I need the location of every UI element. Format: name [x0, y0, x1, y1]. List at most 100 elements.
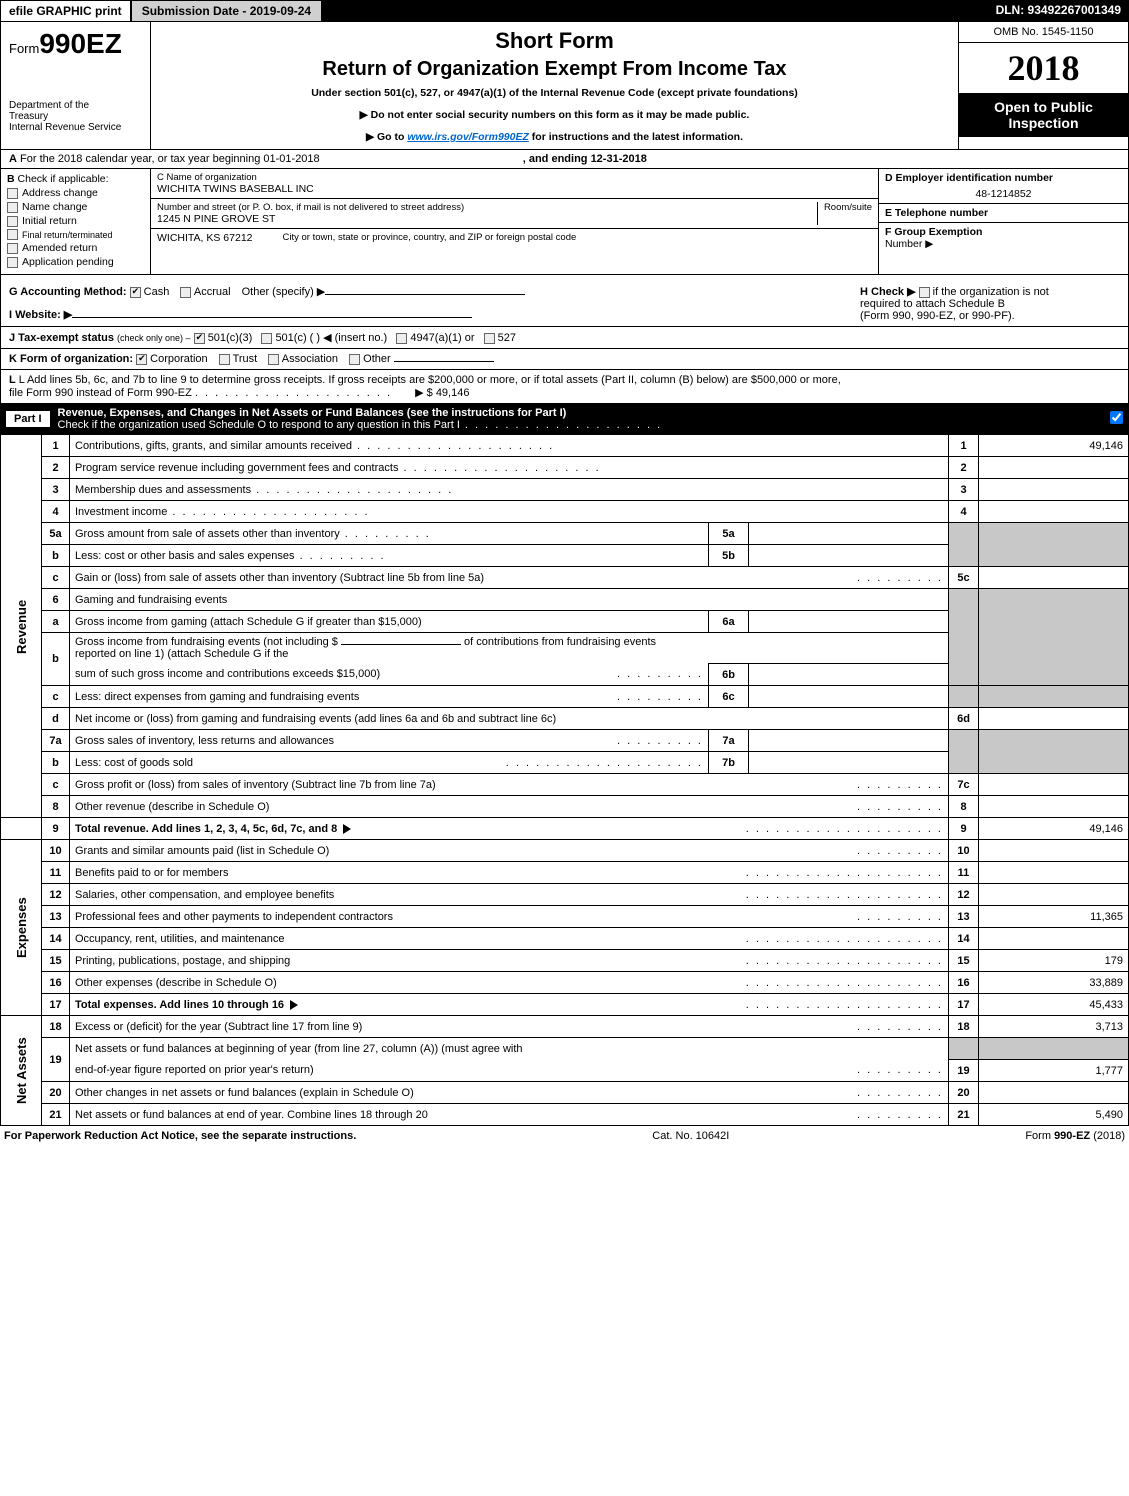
- line-6b-desc3: reported on line 1) (attach Schedule G i…: [75, 648, 288, 660]
- tax-year-begin: For the 2018 calendar year, or tax year …: [20, 153, 320, 165]
- goto-prefix: ▶ Go to: [366, 131, 407, 143]
- f-label: F Group Exemption: [885, 226, 1122, 238]
- line-18-desc: Excess or (deficit) for the year (Subtra…: [75, 1021, 362, 1033]
- line-3-rnum: 3: [949, 479, 979, 501]
- line-8-num: 8: [42, 796, 70, 818]
- label-pending: Application pending: [22, 256, 114, 268]
- line-10-val: [979, 840, 1129, 862]
- label-accrual: Accrual: [194, 286, 231, 298]
- line-2-desc: Program service revenue including govern…: [75, 462, 601, 474]
- line-7c-num: c: [42, 774, 70, 796]
- line-5c-rnum: 5c: [949, 567, 979, 589]
- line-4-rnum: 4: [949, 501, 979, 523]
- side-label-revenue: Revenue: [1, 435, 42, 818]
- label-b: B: [7, 173, 15, 185]
- line-6b-num: b: [42, 633, 70, 686]
- return-title: Return of Organization Exempt From Incom…: [161, 58, 948, 81]
- line-12-val: [979, 884, 1129, 906]
- checkbox-name-change[interactable]: [7, 202, 18, 213]
- line-15-num: 15: [42, 950, 70, 972]
- line-7a-subval: [749, 730, 949, 752]
- line-9-val: 49,146: [979, 818, 1129, 840]
- line-2-val: [979, 457, 1129, 479]
- line-7c-val: [979, 774, 1129, 796]
- dept-treasury-2: Treasury: [9, 111, 142, 122]
- tax-year-end: , and ending 12-31-2018: [523, 153, 647, 165]
- h-text1: if the organization is not: [933, 286, 1049, 298]
- line-6d-rnum: 6d: [949, 708, 979, 730]
- line-19-desc2: end-of-year figure reported on prior yea…: [75, 1064, 314, 1076]
- line-15-val: 179: [979, 950, 1129, 972]
- no-ssn-warning: ▶ Do not enter social security numbers o…: [161, 109, 948, 121]
- line-6-num: 6: [42, 589, 70, 611]
- under-section-text: Under section 501(c), 527, or 4947(a)(1)…: [161, 87, 948, 99]
- label-501c3: 501(c)(3): [208, 332, 253, 344]
- checkbox-527[interactable]: [484, 333, 495, 344]
- line-5c-num: c: [42, 567, 70, 589]
- checkbox-schedule-o[interactable]: [1110, 411, 1123, 424]
- line-3-val: [979, 479, 1129, 501]
- line-13-rnum: 13: [949, 906, 979, 928]
- irs-link[interactable]: www.irs.gov/Form990EZ: [407, 131, 529, 143]
- line-6b-sub: 6b: [709, 664, 749, 686]
- j-label: J Tax-exempt status: [9, 332, 114, 344]
- line-16-desc: Other expenses (describe in Schedule O): [75, 977, 277, 989]
- line-5b-num: b: [42, 545, 70, 567]
- footer-mid: Cat. No. 10642I: [652, 1130, 729, 1142]
- line-11-desc: Benefits paid to or for members: [75, 867, 228, 879]
- line-3-desc: Membership dues and assessments: [75, 484, 453, 496]
- row-g-accounting: G Accounting Method: Cash Accrual Other …: [0, 275, 1129, 327]
- l-text1: L Add lines 5b, 6c, and 7b to line 9 to …: [19, 374, 841, 386]
- row-l-gross-receipts: L L Add lines 5b, 6c, and 7b to line 9 t…: [0, 370, 1129, 404]
- street-address: 1245 N PINE GROVE ST: [157, 213, 464, 225]
- line-11-num: 11: [42, 862, 70, 884]
- checkbox-initial-return[interactable]: [7, 216, 18, 227]
- checkbox-address-change[interactable]: [7, 188, 18, 199]
- k-label: K Form of organization:: [9, 353, 133, 365]
- label-initial-return: Initial return: [22, 215, 77, 227]
- line-9-desc: Total revenue. Add lines 1, 2, 3, 4, 5c,…: [75, 823, 337, 835]
- line-20-num: 20: [42, 1082, 70, 1104]
- line-10-rnum: 10: [949, 840, 979, 862]
- line-7a-sub: 7a: [709, 730, 749, 752]
- checkbox-final-return[interactable]: [7, 229, 18, 240]
- line-11-val: [979, 862, 1129, 884]
- line-6d-val: [979, 708, 1129, 730]
- line-6b-desc2: of contributions from fundraising events: [461, 636, 656, 648]
- checkbox-501c[interactable]: [261, 333, 272, 344]
- line-20-desc: Other changes in net assets or fund bala…: [75, 1087, 414, 1099]
- checkbox-other-org[interactable]: [349, 354, 360, 365]
- label-501c: 501(c) ( ) ◀ (insert no.): [275, 332, 387, 344]
- line-6c-num: c: [42, 686, 70, 708]
- checkbox-corp[interactable]: [136, 354, 147, 365]
- line-3-num: 3: [42, 479, 70, 501]
- goto-line: ▶ Go to www.irs.gov/Form990EZ for instru…: [161, 131, 948, 143]
- line-6a-sub: 6a: [709, 611, 749, 633]
- checkbox-h[interactable]: [919, 287, 930, 298]
- line-6a-num: a: [42, 611, 70, 633]
- line-6b-desc4: sum of such gross income and contributio…: [75, 668, 380, 680]
- ein-value: 48-1214852: [885, 188, 1122, 200]
- open-public-1: Open to Public: [963, 99, 1124, 115]
- line-15-desc: Printing, publications, postage, and shi…: [75, 955, 290, 967]
- label-527: 527: [498, 332, 516, 344]
- checkbox-amended[interactable]: [7, 243, 18, 254]
- line-6a-subval: [749, 611, 949, 633]
- line-10-desc: Grants and similar amounts paid (list in…: [75, 845, 329, 857]
- checkbox-assoc[interactable]: [268, 354, 279, 365]
- checkbox-cash[interactable]: [130, 287, 141, 298]
- efile-print-button[interactable]: efile GRAPHIC print: [0, 0, 131, 22]
- checkbox-501c3[interactable]: [194, 333, 205, 344]
- line-7a-num: 7a: [42, 730, 70, 752]
- checkbox-accrual[interactable]: [180, 287, 191, 298]
- city-state-zip: WICHITA, KS 67212: [157, 232, 253, 244]
- line-19-val: 1,777: [979, 1060, 1129, 1082]
- checkbox-4947[interactable]: [396, 333, 407, 344]
- checkbox-pending[interactable]: [7, 257, 18, 268]
- header-right: OMB No. 1545-1150 2018 Open to Public In…: [958, 22, 1128, 149]
- line-7b-sub: 7b: [709, 752, 749, 774]
- line-9-num: 9: [42, 818, 70, 840]
- line-18-rnum: 18: [949, 1016, 979, 1038]
- entity-info-grid: B Check if applicable: Address change Na…: [0, 169, 1129, 275]
- checkbox-trust[interactable]: [219, 354, 230, 365]
